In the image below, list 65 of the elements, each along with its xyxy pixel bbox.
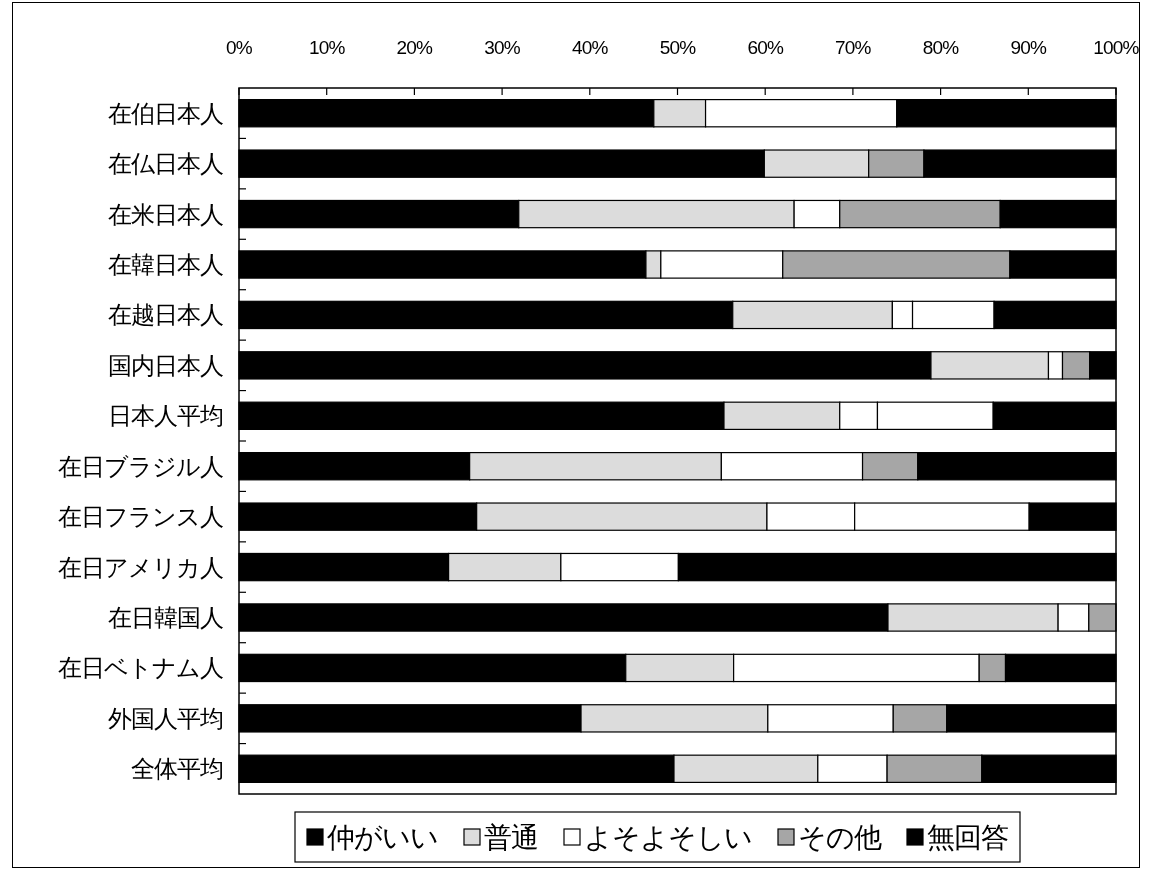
bar — [720, 452, 864, 481]
legend-label: 仲がいい — [327, 821, 438, 853]
bar — [782, 250, 1011, 279]
y-tick-label: 在日フランス人 — [58, 503, 224, 531]
bar — [653, 99, 707, 128]
bar — [560, 552, 679, 582]
y-tick-label: 外国人平均 — [108, 704, 223, 732]
bar — [660, 250, 784, 279]
x-tick-label: 100% — [1093, 37, 1140, 58]
bar — [978, 653, 1007, 683]
y-tick-label: 在伯日本人 — [108, 99, 224, 127]
bar — [886, 754, 983, 783]
bar — [732, 300, 893, 330]
bar — [793, 199, 841, 229]
y-tick-label: 在仏日本人 — [108, 150, 224, 178]
bar — [1057, 603, 1090, 632]
bar — [861, 452, 919, 481]
bar — [887, 603, 1059, 632]
y-tick-label: 在日韓国人 — [108, 604, 224, 631]
x-tick-label: 70% — [835, 37, 872, 58]
bar — [733, 653, 980, 683]
bar — [518, 199, 795, 229]
y-tick-label: 在日アメリカ人 — [58, 553, 224, 581]
legend-label: 普通 — [484, 821, 538, 853]
bar — [1047, 351, 1064, 380]
x-tick-label: 80% — [922, 37, 960, 58]
bar — [448, 552, 562, 582]
y-tick-label: 全体平均 — [131, 755, 223, 783]
y-tick-label: 在日ベトナム人 — [58, 654, 224, 682]
y-tick-label: 在米日本人 — [108, 200, 224, 228]
bar — [839, 401, 879, 430]
bar — [645, 250, 662, 279]
bar — [839, 199, 1001, 229]
bar — [1061, 351, 1091, 380]
bar — [892, 704, 948, 733]
bar — [868, 149, 925, 178]
legend-label: その他 — [798, 821, 882, 853]
bar — [625, 653, 735, 683]
bar — [469, 452, 722, 481]
x-tick-label: 20% — [396, 37, 434, 58]
x-tick-label: 30% — [484, 37, 521, 58]
bar — [704, 99, 898, 128]
bar — [763, 149, 870, 178]
bar — [476, 502, 768, 531]
y-tick-label: 国内日本人 — [108, 351, 224, 379]
bar — [673, 754, 819, 783]
y-tick-label: 日本人平均 — [108, 402, 223, 430]
legend-label: 無回答 — [927, 821, 1008, 853]
bar — [891, 300, 914, 330]
bar — [723, 401, 841, 430]
bar — [580, 704, 769, 733]
bar — [766, 502, 856, 531]
x-tick-label: 0% — [226, 37, 253, 58]
x-tick-label: 40% — [571, 37, 609, 58]
bar — [817, 754, 888, 783]
y-tick-label: 在越日本人 — [108, 301, 224, 329]
x-tick-label: 10% — [308, 37, 346, 58]
y-tick-label: 在韓日本人 — [108, 251, 224, 278]
x-tick-label: 50% — [659, 37, 697, 58]
x-tick-label: 60% — [747, 37, 784, 58]
y-tick-label: 在日ブラジル人 — [58, 452, 224, 480]
bar — [930, 351, 1050, 380]
bar — [767, 704, 894, 733]
x-tick-label: 90% — [1010, 37, 1048, 58]
legend-label: よそよそしい — [584, 821, 752, 853]
